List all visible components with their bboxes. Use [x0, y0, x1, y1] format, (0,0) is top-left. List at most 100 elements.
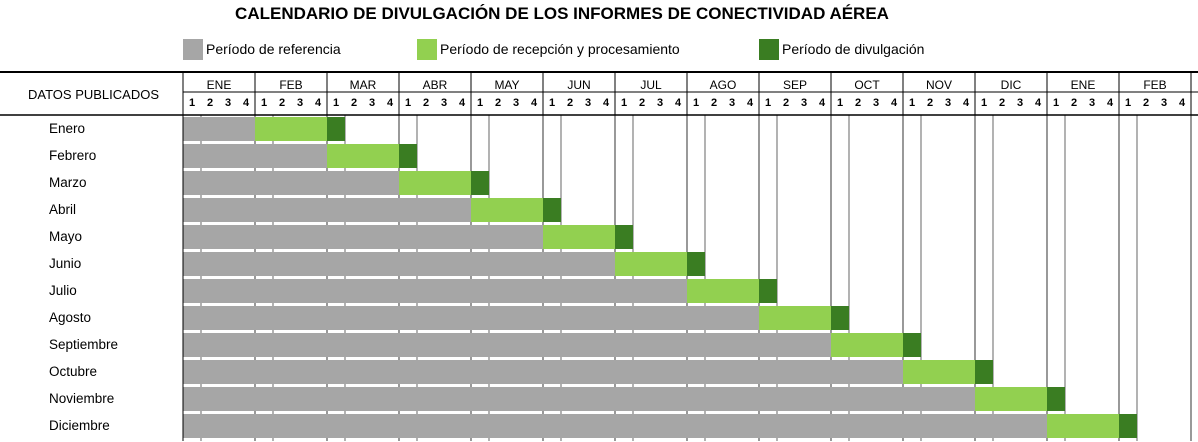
week-label: 2: [350, 97, 358, 109]
week-label: 4: [818, 97, 826, 109]
week-label: 2: [1142, 97, 1150, 109]
week-label: 1: [332, 97, 340, 109]
week-label: 2: [566, 97, 574, 109]
legend-label-processing: Período de recepción y procesamiento: [440, 41, 680, 57]
month-label: ENE: [1070, 78, 1096, 92]
week-label: 1: [620, 97, 628, 109]
week-label: 2: [422, 97, 430, 109]
week-label: 2: [710, 97, 718, 109]
week-label: 1: [692, 97, 700, 109]
week-label: 3: [728, 97, 736, 109]
week-label: 3: [224, 97, 232, 109]
week-label: 3: [944, 97, 952, 109]
month-label: NOV: [925, 78, 952, 92]
week-label: 1: [260, 97, 268, 109]
bar-reference: [183, 225, 543, 249]
bar-publication: [327, 117, 345, 141]
week-label: 4: [1034, 97, 1042, 109]
bar-publication: [759, 279, 777, 303]
bar-processing: [1047, 414, 1119, 438]
bar-reference: [183, 387, 975, 411]
week-label: 4: [386, 97, 394, 109]
week-label: 3: [872, 97, 880, 109]
week-label: 2: [1070, 97, 1078, 109]
week-label: 1: [1052, 97, 1060, 109]
bar-publication: [1047, 387, 1065, 411]
week-label: 1: [836, 97, 844, 109]
row-label: Septiembre: [49, 337, 119, 352]
row-label: Abril: [49, 202, 77, 217]
chart-title: CALENDARIO DE DIVULGACIÓN DE LOS INFORME…: [235, 4, 889, 23]
week-label: 1: [908, 97, 916, 109]
week-label: 4: [242, 97, 250, 109]
bar-processing: [327, 144, 399, 168]
bar-processing: [399, 171, 471, 195]
bar-reference: [183, 171, 399, 195]
week-label: 1: [1124, 97, 1132, 109]
bar-processing: [759, 306, 831, 330]
week-label: 2: [926, 97, 934, 109]
week-label: 2: [494, 97, 502, 109]
bar-reference: [183, 117, 255, 141]
week-label: 2: [206, 97, 214, 109]
week-label: 4: [1106, 97, 1114, 109]
row-label: Agosto: [49, 310, 92, 325]
month-label: SEP: [782, 78, 807, 92]
bar-publication: [687, 252, 705, 276]
bar-publication: [975, 360, 993, 384]
bar-publication: [471, 171, 489, 195]
row-label: Marzo: [49, 175, 87, 190]
row-label: Junio: [49, 256, 82, 271]
week-label: 4: [890, 97, 898, 109]
row-label: Enero: [49, 121, 86, 136]
week-label: 3: [296, 97, 304, 109]
week-label: 3: [1088, 97, 1096, 109]
week-label: 4: [530, 97, 538, 109]
week-label: 2: [998, 97, 1006, 109]
week-label: 3: [656, 97, 664, 109]
row-label: Febrero: [49, 148, 97, 163]
month-label: MAR: [349, 78, 377, 92]
legend-swatch-publication: [759, 38, 779, 60]
bar-reference: [183, 414, 1047, 438]
week-label: 3: [440, 97, 448, 109]
bar-processing: [615, 252, 687, 276]
week-label: 4: [1178, 97, 1186, 109]
bar-processing: [903, 360, 975, 384]
legend-label-reference: Período de referencia: [206, 41, 341, 57]
row-header: DATOS PUBLICADOS: [28, 87, 159, 102]
week-label: 1: [476, 97, 484, 109]
week-label: 1: [980, 97, 988, 109]
bar-reference: [183, 198, 471, 222]
week-label: 4: [962, 97, 970, 109]
bar-processing: [975, 387, 1047, 411]
week-label: 3: [1160, 97, 1168, 109]
bar-publication: [831, 306, 849, 330]
week-label: 1: [548, 97, 556, 109]
bar-processing: [687, 279, 759, 303]
row-label: Julio: [49, 283, 77, 298]
week-label: 2: [854, 97, 862, 109]
bar-reference: [183, 360, 903, 384]
bar-reference: [183, 144, 327, 168]
bar-reference: [183, 306, 759, 330]
legend-label-publication: Período de divulgación: [782, 41, 925, 57]
month-label: OCT: [854, 78, 880, 92]
bar-processing: [543, 225, 615, 249]
bar-publication: [399, 144, 417, 168]
bar-reference: [183, 252, 615, 276]
week-label: 3: [800, 97, 808, 109]
month-label: DIC: [1000, 78, 1022, 92]
bar-reference: [183, 333, 831, 357]
bar-processing: [255, 117, 327, 141]
legend-swatch-processing: [417, 38, 437, 60]
week-label: 1: [188, 97, 196, 109]
row-label: Diciembre: [49, 418, 110, 433]
week-label: 3: [512, 97, 520, 109]
week-label: 4: [674, 97, 682, 109]
week-label: 4: [314, 97, 322, 109]
bar-processing: [471, 198, 543, 222]
bar-publication: [903, 333, 921, 357]
month-label: ABR: [422, 78, 448, 92]
